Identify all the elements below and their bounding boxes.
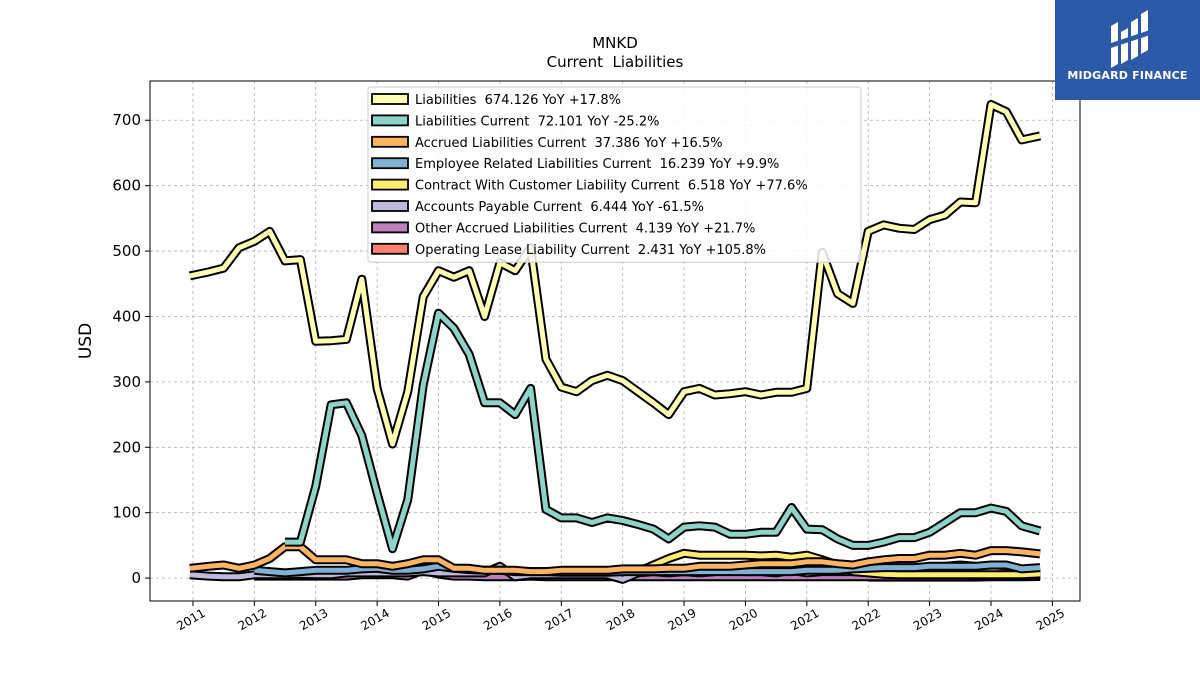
legend-entry: Accounts Payable Current 6.444 YoY -61.5… [371,200,704,215]
x-tick-label: 2011 [174,606,207,633]
legend-entry: Employee Related Liabilities Current 16.… [371,157,779,172]
x-tick-label: 2017 [543,606,576,633]
brand-mark-icon [1108,10,1150,68]
series-line [285,310,1041,552]
legend-swatch [371,200,409,212]
legend-label: Contract With Customer Liability Current… [415,179,808,194]
legend-label: Accounts Payable Current 6.444 YoY -61.5… [415,200,704,215]
x-tick-label: 2018 [604,606,637,633]
legend: Liabilities 674.126 YoY +17.8% Liabilitie… [367,86,862,263]
series-3 [189,542,1041,577]
x-tick-label: 2024 [972,606,1005,633]
x-tick-label: 2022 [849,606,882,633]
legend-entry: Other Accrued Liabilities Current 4.139 … [371,221,755,236]
x-tick-label: 2019 [665,606,698,633]
legend-entry: Operating Lease Liability Current 2.431 … [371,242,766,258]
legend-label: Employee Related Liabilities Current 16.… [415,157,779,172]
legend-entry: Contract With Customer Liability Current… [371,178,808,194]
x-tick-label: 2014 [358,606,391,633]
brand-logo: MIDGARD FINANCE [1055,0,1200,100]
legend-entry: Liabilities Current 72.101 YoY -25.2% [371,114,659,129]
legend-swatch [371,221,409,234]
legend-swatch [371,135,409,148]
x-tick-label: 2012 [236,606,269,633]
y-tick-label: 400 [112,307,141,325]
x-tick-label: 2021 [788,606,821,633]
x-tick-label: 2020 [727,606,760,633]
legend-swatch [371,242,409,255]
series-1 [188,100,1042,449]
legend-label: Operating Lease Liability Current 2.431 … [415,243,766,258]
legend-entry: Accrued Liabilities Current 37.386 YoY +… [371,135,723,151]
series-layer [188,100,1042,584]
y-tick-label: 600 [112,177,141,195]
brand-name: MIDGARD FINANCE [1067,69,1188,82]
y-tick-label: 700 [112,111,141,129]
legend-box [367,86,862,263]
series-line [189,544,1041,575]
x-tick-label: 2023 [911,606,944,633]
x-tick-label: 2025 [1034,606,1067,633]
series-line [189,102,1041,447]
y-tick-label: 0 [131,569,141,587]
legend-swatch [371,178,409,191]
chart-subtitle: Current Liabilities [547,53,684,71]
legend-label: Liabilities Current 72.101 YoY -25.2% [415,114,659,129]
x-tick-label: 2015 [420,606,453,633]
y-tick-label: 200 [112,438,141,456]
x-tick-label: 2016 [481,606,514,633]
legend-label: Liabilities 674.126 YoY +17.8% [415,93,621,108]
chart-title: MNKD [592,34,638,52]
y-tick-label: 500 [112,242,141,260]
plot-frame [149,80,1081,602]
legend-swatch [371,114,409,127]
legend-label: Other Accrued Liabilities Current 4.139 … [415,221,755,236]
y-axis-label: USD [76,323,96,359]
legend-entry: Liabilities 674.126 YoY +17.8% [371,93,621,108]
y-tick-label: 300 [112,373,141,391]
legend-swatch [371,157,409,170]
legend-swatch [371,93,409,105]
y-tick-label: 100 [112,504,141,522]
x-tick-label: 2013 [297,606,330,633]
legend-label: Accrued Liabilities Current 37.386 YoY +… [415,136,723,151]
series-2 [285,308,1042,554]
